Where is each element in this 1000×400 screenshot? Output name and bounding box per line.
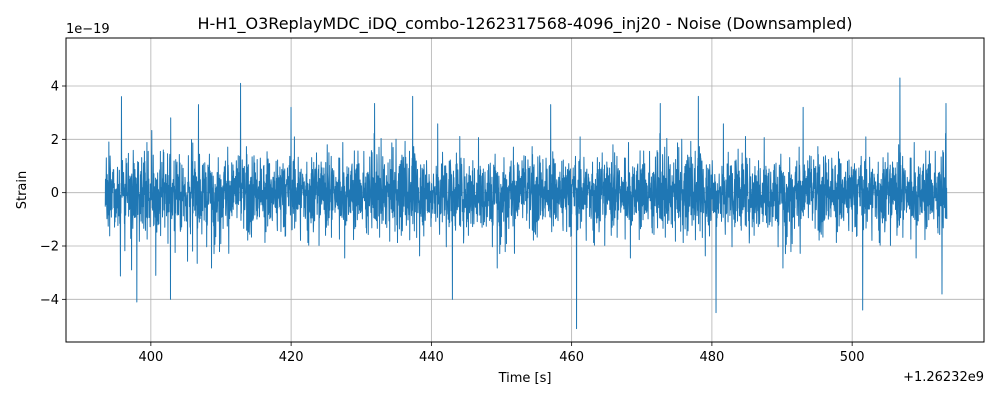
y-tick-label: 4 bbox=[51, 80, 59, 95]
chart-title: H-H1_O3ReplayMDC_iDQ_combo-1262317568-40… bbox=[198, 14, 853, 34]
x-tick-label: 400 bbox=[138, 350, 163, 365]
y-tick-label: −4 bbox=[40, 293, 59, 308]
x-tick-label: 500 bbox=[840, 350, 865, 365]
x-tick-label: 480 bbox=[699, 350, 724, 365]
x-tick-label: 440 bbox=[419, 350, 444, 365]
ticks: 400 420 440 460 480 500 −4 −2 0 2 4 bbox=[40, 80, 865, 366]
y-tick-label: 0 bbox=[51, 186, 59, 201]
axes-frame bbox=[65, 37, 985, 343]
x-axis-label: Time [s] bbox=[498, 371, 552, 386]
y-scale-label: 1e−19 bbox=[66, 22, 110, 37]
plot-area bbox=[104, 77, 948, 330]
x-tick-label: 460 bbox=[559, 350, 584, 365]
y-tick-label: 2 bbox=[51, 133, 59, 148]
series-line bbox=[104, 77, 948, 330]
x-tick-label: 420 bbox=[279, 350, 304, 365]
y-axis-label: Strain bbox=[15, 171, 30, 210]
x-offset-label: +1.26232e9 bbox=[903, 370, 984, 385]
y-tick-label: −2 bbox=[40, 240, 59, 255]
